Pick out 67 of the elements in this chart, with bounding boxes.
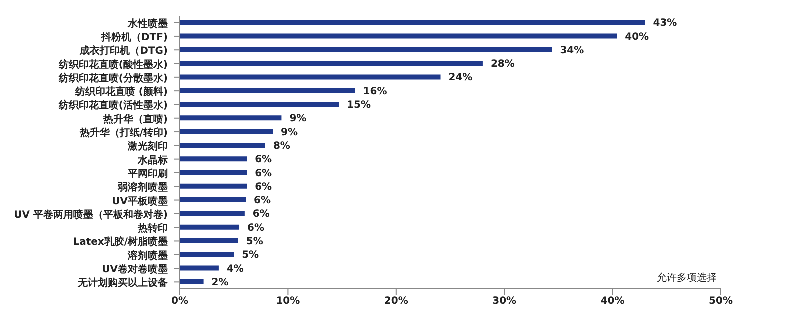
data-label: 6% [255, 168, 272, 180]
y-tick-label: UV卷对卷喷墨 [102, 264, 168, 276]
y-tick-label: 纺织印花直喷(酸性墨水) [58, 58, 168, 71]
data-label: 5% [246, 236, 264, 248]
y-tick-label: 抖粉机（DTF) [100, 31, 168, 44]
bar [180, 198, 246, 203]
bar [180, 266, 219, 271]
data-label: 6% [255, 182, 272, 193]
data-label: 6% [248, 222, 264, 234]
bar [180, 211, 245, 216]
x-tick-label: 0% [172, 296, 188, 308]
annotation: 允许多项选择 [657, 272, 717, 285]
data-label: 4% [226, 264, 244, 275]
data-label: 24% [448, 72, 473, 84]
bar [180, 279, 204, 284]
bar [180, 142, 266, 148]
data-label: 40% [625, 32, 650, 43]
bar [180, 102, 340, 107]
bar [180, 34, 618, 39]
y-tick-label: 水晶标 [137, 154, 168, 166]
x-tick-label: 10% [276, 296, 300, 308]
y-tick-label: 水性喷墨 [127, 18, 168, 30]
data-label: 34% [560, 45, 584, 56]
x-tick-label: 50% [709, 296, 733, 308]
bar [180, 238, 238, 244]
data-label: 6% [252, 209, 270, 220]
bar [180, 184, 248, 189]
data-label: 6% [255, 154, 272, 166]
data-label: 6% [254, 196, 271, 207]
x-tick-label: 20% [384, 296, 408, 308]
bar [180, 74, 441, 80]
data-label: 28% [490, 59, 515, 70]
y-tick-label: Latex乳胶/树脂喷墨 [73, 236, 168, 248]
y-tick-label: 激光刻印 [127, 140, 168, 153]
data-label: 5% [242, 250, 260, 262]
y-tick-label: 热升华（打纸/转印) [78, 127, 168, 140]
bar [180, 156, 248, 162]
bar [180, 224, 240, 230]
x-tick-label: 40% [600, 296, 625, 308]
bar [180, 116, 282, 121]
bar [180, 88, 356, 94]
y-tick-label: 纺织印花直喷 (颜料) [74, 86, 168, 98]
data-label: 2% [212, 277, 229, 288]
bar [180, 170, 248, 176]
data-label: 8% [273, 140, 290, 152]
y-tick-label: 纺织印花直喷(分散墨水) [58, 72, 168, 84]
data-label: 43% [653, 18, 678, 30]
bar [180, 47, 552, 52]
bar [180, 20, 646, 26]
x-tick-label: 30% [492, 296, 517, 308]
y-tick-label: 溶剂喷墨 [127, 250, 168, 262]
data-label: 9% [290, 114, 307, 125]
bar [180, 252, 234, 258]
y-tick-label: 弱溶剂喷墨 [117, 182, 168, 194]
y-tick-label: 无计划购买以上设备 [77, 277, 169, 290]
y-tick-label: UV 平卷两用喷墨（平板和卷对卷) [14, 208, 168, 221]
y-tick-label: 热升华（直喷) [102, 113, 168, 126]
y-tick-label: 成衣打印机（DTG) [79, 45, 168, 58]
data-label: 15% [347, 100, 371, 112]
data-label: 16% [363, 86, 388, 98]
y-tick-label: 热转印 [137, 222, 168, 235]
y-tick-label: UV平板喷墨 [112, 195, 168, 208]
bar [180, 129, 274, 134]
y-tick-label: 纺织印花直喷(活性墨水) [58, 100, 168, 112]
y-tick-label: 平网印刷 [127, 168, 168, 180]
bar [180, 61, 483, 66]
data-label: 9% [281, 127, 298, 138]
